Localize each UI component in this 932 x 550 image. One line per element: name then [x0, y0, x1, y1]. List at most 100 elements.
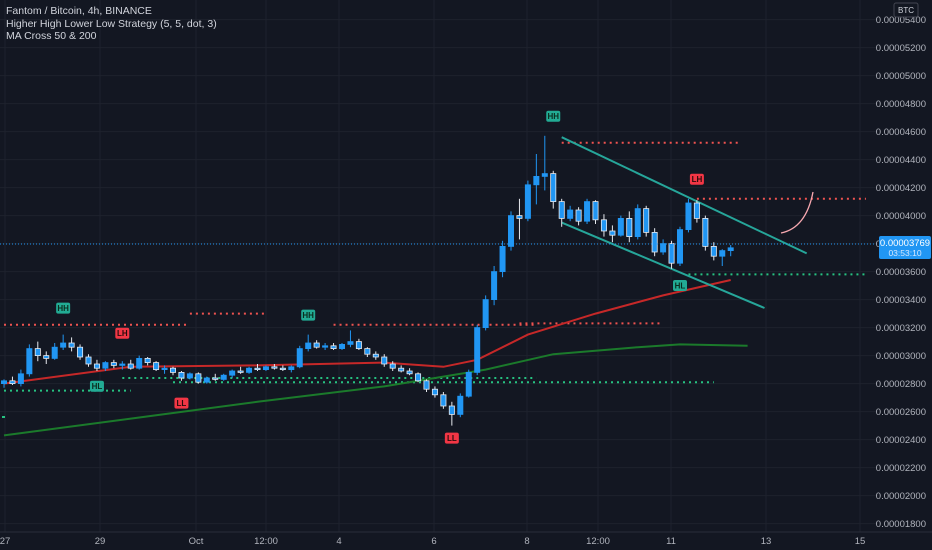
candle-body: [491, 271, 498, 301]
y-tick-label: 0.00005400: [876, 15, 926, 26]
pivot-label-text: HL: [92, 382, 103, 391]
pivot-label-lh: LH: [115, 327, 130, 339]
y-tick-label: 0.00002000: [876, 491, 926, 502]
candle-body: [719, 250, 726, 257]
candle-body: [203, 377, 210, 383]
pivot-label-box: [174, 397, 189, 409]
pivot-label-box: [689, 173, 704, 185]
y-tick-label: 0.00002800: [876, 379, 926, 390]
x-tick-label: 29: [95, 536, 106, 547]
indicator-ma-cross[interactable]: MA Cross 50 & 200: [6, 30, 97, 42]
pivot-labels: HH HL LH LL HH LL HH LH HL: [56, 110, 704, 444]
y-tick-label: 0.00004600: [876, 127, 926, 138]
pivot-label-box: [115, 327, 130, 339]
candle-body: [668, 243, 675, 264]
candle-body: [415, 373, 422, 382]
pivot-label-hh: HH: [56, 302, 71, 314]
pivot-label-text: LL: [177, 399, 187, 408]
candle-body: [702, 217, 709, 247]
price-tag-value: 0.00003769: [880, 238, 930, 249]
pivot-label-box: [301, 309, 316, 321]
candle-body: [26, 348, 33, 375]
candle-body: [262, 366, 269, 370]
candle-body: [186, 373, 193, 379]
candle-body: [440, 394, 447, 407]
pivot-label-box: [673, 280, 687, 291]
candle-body: [127, 363, 134, 369]
candle-body: [516, 215, 523, 219]
pivot-label-lh: LH: [689, 173, 704, 185]
candle-body: [389, 363, 396, 369]
y-tick-label: 0.00003200: [876, 323, 926, 334]
pivot-label-hl: HL: [673, 280, 687, 291]
y-tick-label: 0.00003000: [876, 351, 926, 362]
candle-body: [507, 215, 514, 247]
candle-body: [144, 357, 151, 363]
candle-body: [499, 245, 506, 272]
candle-body: [0, 380, 7, 384]
candle-body: [119, 363, 126, 366]
candle-body: [406, 370, 413, 375]
candlesticks: [0, 135, 734, 426]
candle-body: [237, 370, 244, 373]
candle-body: [567, 209, 574, 219]
y-tick-label: 0.00004400: [876, 155, 926, 166]
currency-badge-label: BTC: [898, 6, 914, 15]
x-tick-label: 4: [336, 536, 341, 547]
x-tick-label: 8: [524, 536, 529, 547]
candle-body: [651, 231, 658, 253]
pivot-label-hl: HL: [89, 380, 104, 392]
y-tick-label: 0.00004800: [876, 99, 926, 110]
candle-body: [634, 208, 641, 238]
candle-body: [685, 202, 692, 231]
candle-body: [17, 373, 24, 384]
price-axis[interactable]: 0.00005400 0.00005200 0.00005000 0.00004800…: [876, 0, 932, 532]
candle-body: [51, 346, 58, 359]
y-tick-label: 0.00002600: [876, 407, 926, 418]
candle-body: [305, 342, 312, 349]
candle-body: [288, 366, 295, 370]
candle-body: [77, 346, 84, 358]
pivot-label-text: HH: [547, 112, 559, 121]
candle-body: [584, 201, 591, 222]
time-axis[interactable]: 27 29 Oct 12:00 4 6 8 12:00 11 13 15: [0, 531, 932, 550]
x-tick-label: 6: [431, 536, 436, 547]
y-tick-label: 0.00004200: [876, 183, 926, 194]
pivot-label-ll: LL: [444, 432, 459, 444]
candle-body: [533, 175, 540, 186]
candle-body: [338, 343, 345, 349]
candle-body: [660, 243, 667, 253]
candle-body: [330, 345, 337, 349]
candle-body: [110, 362, 117, 366]
pivot-levels: [4, 141, 866, 392]
candle-body: [68, 342, 75, 348]
candle-body: [364, 348, 371, 355]
pivot-label-text: LL: [447, 434, 457, 443]
y-tick-label: 0.00005000: [876, 71, 926, 82]
price-tag-countdown: 03:53:10: [888, 248, 921, 258]
candle-body: [541, 173, 548, 177]
candle-body: [93, 363, 100, 369]
candle-body: [381, 356, 388, 365]
symbol-title[interactable]: Fantom / Bitcoin, 4h, BINANCE: [6, 5, 152, 17]
x-tick-label: Oct: [189, 536, 204, 547]
candle-body: [34, 348, 41, 357]
pivot-label-box: [56, 302, 71, 314]
candle-body: [465, 371, 472, 397]
pivot-label-hh: HH: [546, 110, 561, 122]
channel-upper-line: [561, 136, 808, 255]
annotations: [2, 191, 814, 418]
candle-body: [592, 201, 599, 221]
x-tick-label: 12:00: [586, 536, 610, 547]
candle-body: [710, 245, 717, 257]
candle-body: [431, 388, 438, 396]
candle-body: [575, 209, 582, 222]
y-tick-label: 0.00001800: [876, 519, 926, 530]
trend-channel: [561, 136, 808, 309]
channel-lower-line: [561, 221, 765, 309]
price-tag: 0.00003769 03:53:10: [879, 236, 931, 259]
indicator-hhll[interactable]: Higher High Lower Low Strategy (5, 5, do…: [6, 17, 217, 30]
candle-body: [136, 357, 143, 369]
currency-badge[interactable]: BTC: [893, 2, 919, 18]
